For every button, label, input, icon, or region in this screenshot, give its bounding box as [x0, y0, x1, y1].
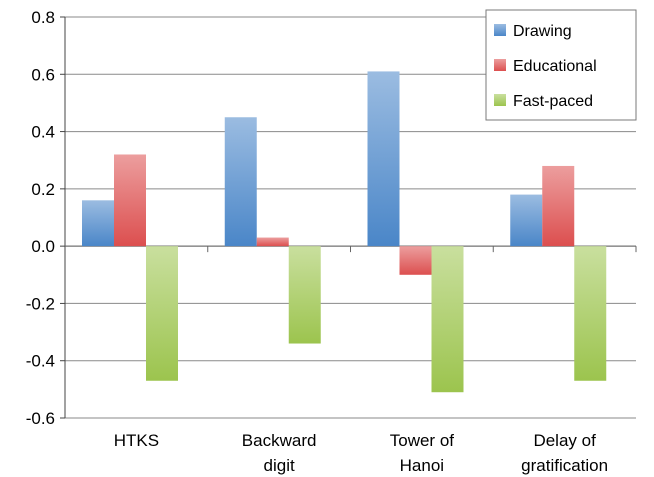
- bar-educational: [114, 154, 146, 247]
- bar-educational: [542, 165, 575, 247]
- labels: -0.6 -0.4 -0.2 0.0 0.2 0.4 0.6 0.8 HTKS Backward d…: [26, 8, 608, 475]
- x-category-label: Backward: [242, 431, 317, 450]
- bar-fast-paced: [574, 246, 607, 381]
- legend-swatch: [494, 24, 506, 36]
- y-tick-label: 0.0: [31, 237, 55, 256]
- legend-box: [485, 9, 637, 121]
- x-category-label: digit: [264, 456, 295, 475]
- y-tick-label: 0.6: [31, 65, 55, 84]
- bar-fast-paced: [288, 246, 321, 344]
- y-tick-label: 0.2: [31, 180, 55, 199]
- x-category-label: Hanoi: [400, 456, 444, 475]
- legend-label: Drawing: [513, 23, 572, 40]
- x-category-label: HTKS: [114, 431, 159, 450]
- legend-label: Fast-paced: [513, 93, 593, 110]
- bar-drawing: [82, 200, 114, 247]
- y-tick-label: 0.8: [31, 8, 55, 27]
- x-category-label: Tower of: [390, 431, 455, 450]
- x-category-label: gratification: [521, 456, 608, 475]
- bar-drawing: [510, 194, 543, 247]
- y-tick-label: 0.4: [31, 123, 55, 142]
- bars: [82, 71, 607, 393]
- bar-educational: [256, 237, 289, 247]
- legend-label: Educational: [513, 58, 597, 75]
- y-tick-label: -0.6: [26, 409, 55, 428]
- bar-educational: [399, 246, 432, 275]
- legend-swatch: [494, 94, 506, 106]
- bar-fast-paced: [146, 246, 178, 381]
- bar-drawing: [367, 71, 400, 247]
- y-tick-label: -0.2: [26, 294, 55, 313]
- legend: Drawing Educational Fast-paced: [485, 9, 637, 121]
- legend-swatch: [494, 59, 506, 71]
- bar-fast-paced: [431, 246, 464, 393]
- bar-drawing: [224, 117, 257, 247]
- y-tick-label: -0.4: [26, 352, 55, 371]
- x-category-label: Delay of: [533, 431, 596, 450]
